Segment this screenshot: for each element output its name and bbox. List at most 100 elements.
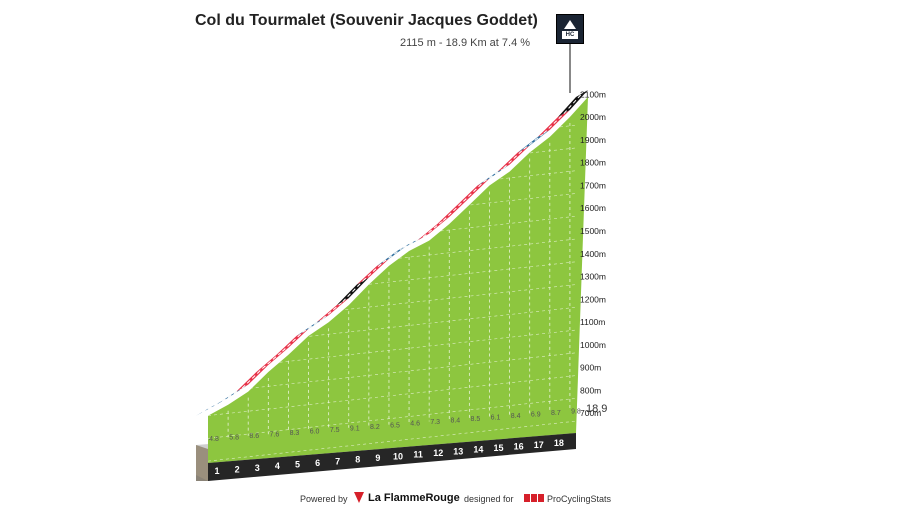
km-label: 17 xyxy=(534,440,544,450)
y-tick-label: 1100m xyxy=(580,317,605,327)
gradient-label: 4.6 xyxy=(410,421,420,428)
km-label: 5 xyxy=(295,460,300,470)
altitude-grid-line xyxy=(207,124,577,166)
road-centerline xyxy=(241,368,263,389)
altitude-grid-line xyxy=(207,193,577,234)
road-centerline xyxy=(342,280,364,303)
gradient-label: 8.3 xyxy=(290,430,300,437)
road-segment xyxy=(557,90,588,118)
road-segment xyxy=(497,145,530,172)
road-segment xyxy=(356,258,389,285)
altitude-grid-line xyxy=(207,102,577,143)
y-tick-label: 1600m xyxy=(580,203,606,213)
category-label: HC xyxy=(562,31,578,39)
gradient-label: 8.7 xyxy=(551,410,561,417)
y-tick-label: 1000m xyxy=(580,340,606,350)
gradient-label: 8.4 xyxy=(511,413,521,420)
climb-category-badge: HC xyxy=(556,14,584,44)
road-segment xyxy=(316,298,349,323)
road-centerline xyxy=(261,350,283,369)
terrain-area xyxy=(208,97,588,463)
gradient-label: 6.0 xyxy=(310,428,320,435)
km-label: 6 xyxy=(315,458,320,468)
profile-subtitle: 2115 m - 18.9 Km at 7.4 % xyxy=(400,37,531,49)
gradient-label: 6.1 xyxy=(491,415,501,422)
altitude-grid-line xyxy=(207,215,577,257)
km-strip xyxy=(208,433,576,481)
km-label: 9 xyxy=(375,453,380,463)
altitude-grid-line xyxy=(207,352,577,394)
road-centerline xyxy=(543,113,565,134)
gradient-label: 6.5 xyxy=(390,422,400,429)
road-centerline xyxy=(402,236,424,248)
y-tick-label: 1900m xyxy=(580,135,606,145)
km-label: 13 xyxy=(453,446,463,456)
y-tick-label: 700m xyxy=(580,408,601,418)
flame-logo-icon xyxy=(354,492,364,503)
gradient-label: 8.2 xyxy=(370,424,380,431)
y-tick-label: 900m xyxy=(580,363,601,373)
km-label: 8 xyxy=(355,455,360,465)
y-tick-label: 2100m xyxy=(580,89,606,99)
road-centerline xyxy=(503,148,525,169)
brand-name: La FlammeRouge xyxy=(368,492,460,504)
y-tick-label: 1400m xyxy=(580,249,606,259)
altitude-grid-line xyxy=(207,284,577,325)
gradient-label: 8.5 xyxy=(471,416,481,423)
km-label: 1 xyxy=(215,466,220,476)
designed-for-text: designed for xyxy=(464,494,514,504)
gradient-label: 8.4 xyxy=(450,418,460,425)
road-segment xyxy=(457,178,490,205)
altitude-grid-line xyxy=(207,420,577,462)
km-label: 12 xyxy=(433,448,443,458)
road-centerline xyxy=(201,400,223,413)
y-tick-label: 800m xyxy=(580,385,601,395)
y-tick-label: 1500m xyxy=(580,226,606,236)
altitude-grid-line xyxy=(207,261,577,303)
y-tick-label: 1200m xyxy=(580,294,606,304)
road-centerline xyxy=(563,93,583,114)
altitude-grid-line xyxy=(207,375,577,416)
altitude-grid-line xyxy=(207,307,577,348)
road-centerline xyxy=(422,220,444,238)
terrain-side-face xyxy=(196,445,208,481)
road-segment xyxy=(417,216,450,241)
km-label: 18 xyxy=(554,438,564,448)
road-centerline xyxy=(362,261,384,282)
y-tick-label: 2000m xyxy=(580,112,606,122)
road-centerline xyxy=(322,301,344,320)
profile-title: Col du Tourmalet (Souvenir Jacques Godde… xyxy=(195,12,538,29)
km-label: 16 xyxy=(514,441,524,451)
gradient-label: 7.6 xyxy=(270,432,280,439)
y-tick-label: 1800m xyxy=(580,158,606,168)
y-tick-label: 1300m xyxy=(580,272,606,282)
km-label: 14 xyxy=(473,445,483,455)
road-segment xyxy=(437,197,470,224)
elevation-profile-chart: 700m 800m 900m 1000m 1100m 1200m 1300m 1400m 150… xyxy=(196,44,607,481)
road-segment xyxy=(276,328,309,355)
pcs-logo-icon xyxy=(524,494,544,502)
gradient-label: 7.3 xyxy=(430,419,440,426)
km-label: 7 xyxy=(335,456,340,466)
altitude-grid-line xyxy=(207,170,577,212)
altitude-grid-line xyxy=(207,147,577,189)
km-label: 4 xyxy=(275,461,280,471)
road-segment xyxy=(256,347,289,373)
gradient-label: 4.8 xyxy=(209,436,219,443)
gradient-label: 7.5 xyxy=(330,427,340,434)
final-distance-label: 18.9 xyxy=(586,403,607,415)
mountain-icon xyxy=(564,20,576,29)
gradient-label: 6.9 xyxy=(531,411,541,418)
gradient-label: 8.6 xyxy=(249,433,259,440)
km-label: 11 xyxy=(413,450,423,460)
km-label: 15 xyxy=(494,443,504,453)
road-centerline xyxy=(523,132,545,150)
gradient-label: 9.1 xyxy=(350,425,360,432)
km-label: 2 xyxy=(235,465,240,475)
altitude-grid-line xyxy=(207,398,577,439)
gradient-label: 5.8 xyxy=(229,435,239,442)
altitude-grid-line xyxy=(207,238,577,280)
road-centerline xyxy=(463,181,484,202)
y-tick-label: 1700m xyxy=(580,180,606,190)
road-centerline xyxy=(442,200,464,221)
